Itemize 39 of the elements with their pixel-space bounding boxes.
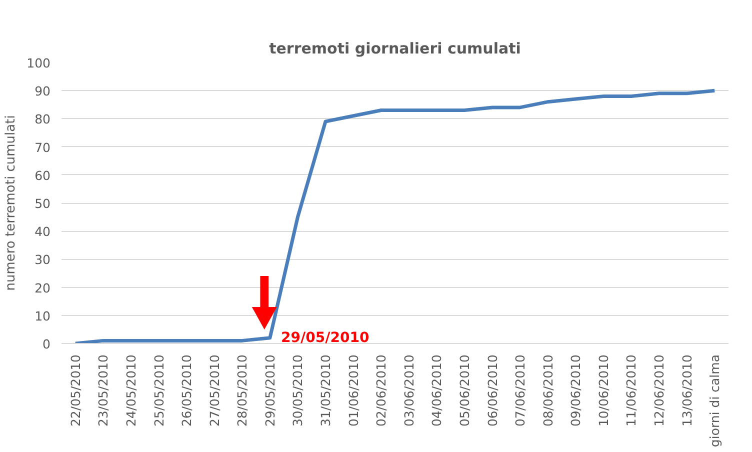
- x-tick-label: 07/06/2010: [512, 354, 528, 427]
- x-tick-label: 09/06/2010: [568, 354, 584, 427]
- line-series: [74, 88, 716, 344]
- x-tick-label: 05/06/2010: [456, 354, 472, 427]
- x-tick-label: 03/06/2010: [401, 354, 416, 427]
- x-tick-label: 06/06/2010: [484, 354, 500, 427]
- annotation: 29/05/2010: [281, 330, 370, 346]
- x-tick-label: 30/05/2010: [290, 354, 306, 427]
- x-tick-label: 25/05/2010: [151, 354, 166, 427]
- x-tick-label: 08/06/2010: [540, 354, 556, 427]
- x-tick-label: 23/05/2010: [96, 354, 111, 427]
- y-tick-label: 40: [34, 224, 51, 240]
- x-tick-label: 10/06/2010: [596, 354, 611, 427]
- x-tick-label: 12/06/2010: [652, 354, 667, 427]
- x-tick-label: 24/05/2010: [123, 354, 138, 427]
- x-tick-label: 13/06/2010: [679, 354, 694, 427]
- y-tick-label: 10: [34, 308, 51, 324]
- y-tick-label: 70: [34, 140, 51, 155]
- chart-title: terremoti giornalieri cumulati: [269, 40, 521, 58]
- y-tick-label: 90: [34, 84, 51, 99]
- x-tick-label: 11/06/2010: [624, 354, 639, 427]
- x-tick-label: 04/06/2010: [429, 354, 444, 427]
- y-tick-label: 30: [34, 252, 51, 268]
- x-tick-label: 27/05/2010: [206, 354, 222, 427]
- x-tick-label: 28/05/2010: [234, 354, 250, 427]
- y-tick-label: 20: [34, 280, 51, 296]
- y-tick-label: 100: [26, 56, 51, 70]
- x-tick-label: 26/05/2010: [179, 354, 194, 427]
- x-tick-label: 01/06/2010: [346, 354, 361, 427]
- x-tick-label: 02/06/2010: [374, 354, 389, 427]
- x-tick-label: giorni di calma: [707, 354, 722, 448]
- y-axis-title: numero terremoti cumulati: [4, 115, 19, 291]
- x-tick-label: 29/05/2010: [262, 354, 278, 427]
- x-tick-label: 31/05/2010: [318, 354, 334, 427]
- y-tick-label: 80: [34, 112, 51, 127]
- y-tick-label: 60: [34, 168, 51, 183]
- y-tick-label: 50: [34, 196, 51, 211]
- y-tick-label: 0: [42, 336, 51, 352]
- x-tick-label: 22/05/2010: [68, 354, 83, 427]
